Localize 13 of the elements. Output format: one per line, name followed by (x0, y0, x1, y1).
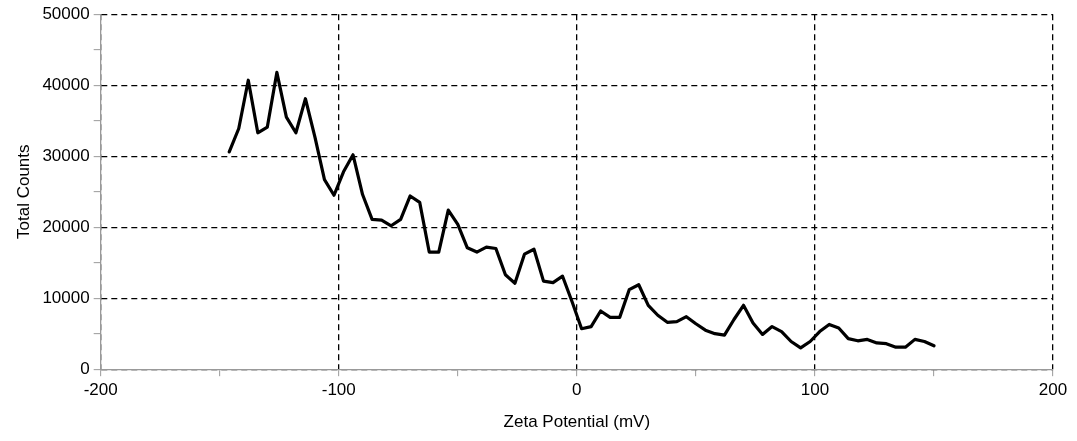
x-axis-title: Zeta Potential (mV) (503, 412, 651, 432)
y-tick-label: 10000 (42, 287, 90, 307)
x-tick-label: -200 (83, 380, 118, 400)
y-tick-label: 0 (80, 358, 90, 378)
x-tick-label: -100 (321, 380, 356, 400)
y-axis-title: Total Counts (13, 144, 33, 239)
x-tick-label: 100 (800, 380, 830, 400)
x-tick-label: 200 (1038, 380, 1068, 400)
y-tick-label: 30000 (42, 145, 90, 165)
y-tick-label: 40000 (42, 74, 90, 94)
y-tick-label: 20000 (42, 216, 90, 236)
x-tick-label: 0 (572, 380, 582, 400)
y-tick-label: 50000 (42, 3, 90, 23)
